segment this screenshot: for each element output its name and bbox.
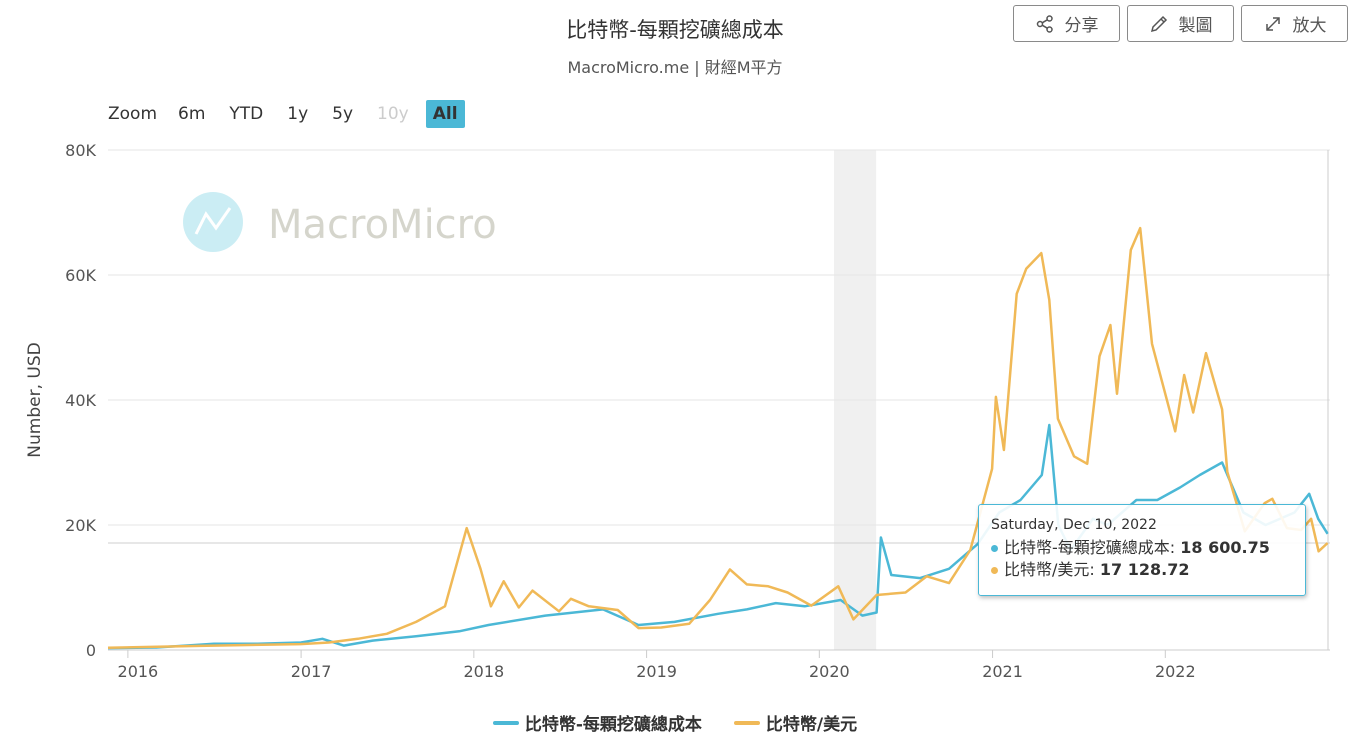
tooltip-value-btc-usd: 17 128.72 [1099,560,1190,579]
zoom-all-button[interactable]: All [425,100,465,128]
zoom-10y-button[interactable]: 10y [377,104,409,124]
tooltip-label-mining-cost: 比特幣-每顆挖礦總成本: [1004,538,1181,557]
y-axis-title: Number, USD [25,342,45,457]
chart-title: 比特幣-每顆挖礦總成本 [566,18,784,42]
x-tick-label: 2021 [982,662,1023,681]
watermark-text: MacroMicro [268,202,497,248]
x-tick-label: 2020 [809,662,850,681]
share-icon [1036,14,1053,33]
x-tick-label: 2019 [636,662,677,681]
x-tick-label: 2016 [118,662,159,681]
tooltip-label-btc-usd: 比特幣/美元: [1004,560,1100,579]
legend-item-btc-usd[interactable]: 比特幣/美元 [733,710,858,735]
series-line-btc-usd [107,226,1329,650]
x-tick-label: 2018 [463,662,504,681]
watermark-logo: MacroMicro [183,192,497,252]
expand-label: 放大 [1292,16,1327,36]
draw-button[interactable]: 製圖 [1127,5,1234,42]
zoom-5y-button[interactable]: 5y [332,104,354,124]
legend-label-mining-cost: 比特幣-每顆挖礦總成本 [524,715,702,735]
legend-label-btc-usd: 比特幣/美元 [765,715,858,735]
draw-label: 製圖 [1178,16,1213,36]
chart-tooltip: Saturday, Dec 10, 2022 比特幣-每顆挖礦總成本: 18 6… [978,504,1306,596]
tooltip-dot-mining-cost [991,545,998,552]
tooltip-value-mining-cost: 18 600.75 [1180,538,1270,557]
y-tick-label: 40K [65,391,96,410]
share-button[interactable]: 分享 [1013,5,1120,42]
zoom-bar: Zoom 6m YTD 1y 5y 10y All [108,98,475,130]
x-tick-label: 2022 [1155,662,1196,681]
chart-subtitle: MacroMicro.me | 財經M平方 [567,58,783,77]
expand-icon [1265,16,1280,31]
y-tick-label: 80K [65,141,96,160]
tooltip-dot-btc-usd [991,567,998,574]
zoom-1y-button[interactable]: 1y [287,104,309,124]
legend-swatch-btc-usd [733,720,760,725]
y-tick-label: 20K [65,516,96,535]
tooltip-row-btc-usd: 比特幣/美元: 17 128.72 [991,559,1295,581]
share-label: 分享 [1064,16,1099,36]
y-tick-label: 60K [65,266,96,285]
chart-area: 0 20K 40K 60K 80K MacroMicro 2016 2017 2018 2019 2… [25,141,1330,681]
legend-item-mining-cost[interactable]: 比特幣-每顆挖礦總成本 [492,710,702,735]
expand-button[interactable]: 放大 [1241,5,1348,42]
series-line-mining-cost [107,423,1329,650]
y-tick-label: 0 [86,641,96,660]
watermark-icon [183,192,243,252]
zoom-ytd-button[interactable]: YTD [229,104,264,124]
zoom-label: Zoom [108,104,158,124]
tooltip-date: Saturday, Dec 10, 2022 [991,517,1157,533]
chart-legend: 比特幣-每顆挖礦總成本 比特幣/美元 [0,710,1350,735]
pencil-icon [1150,15,1167,32]
watermark-icon-line [194,207,232,235]
zoom-6m-button[interactable]: 6m [178,104,206,124]
legend-swatch-mining-cost [492,720,519,725]
tooltip-row-mining-cost: 比特幣-每顆挖礦總成本: 18 600.75 [991,537,1295,559]
x-tick-label: 2017 [291,662,332,681]
